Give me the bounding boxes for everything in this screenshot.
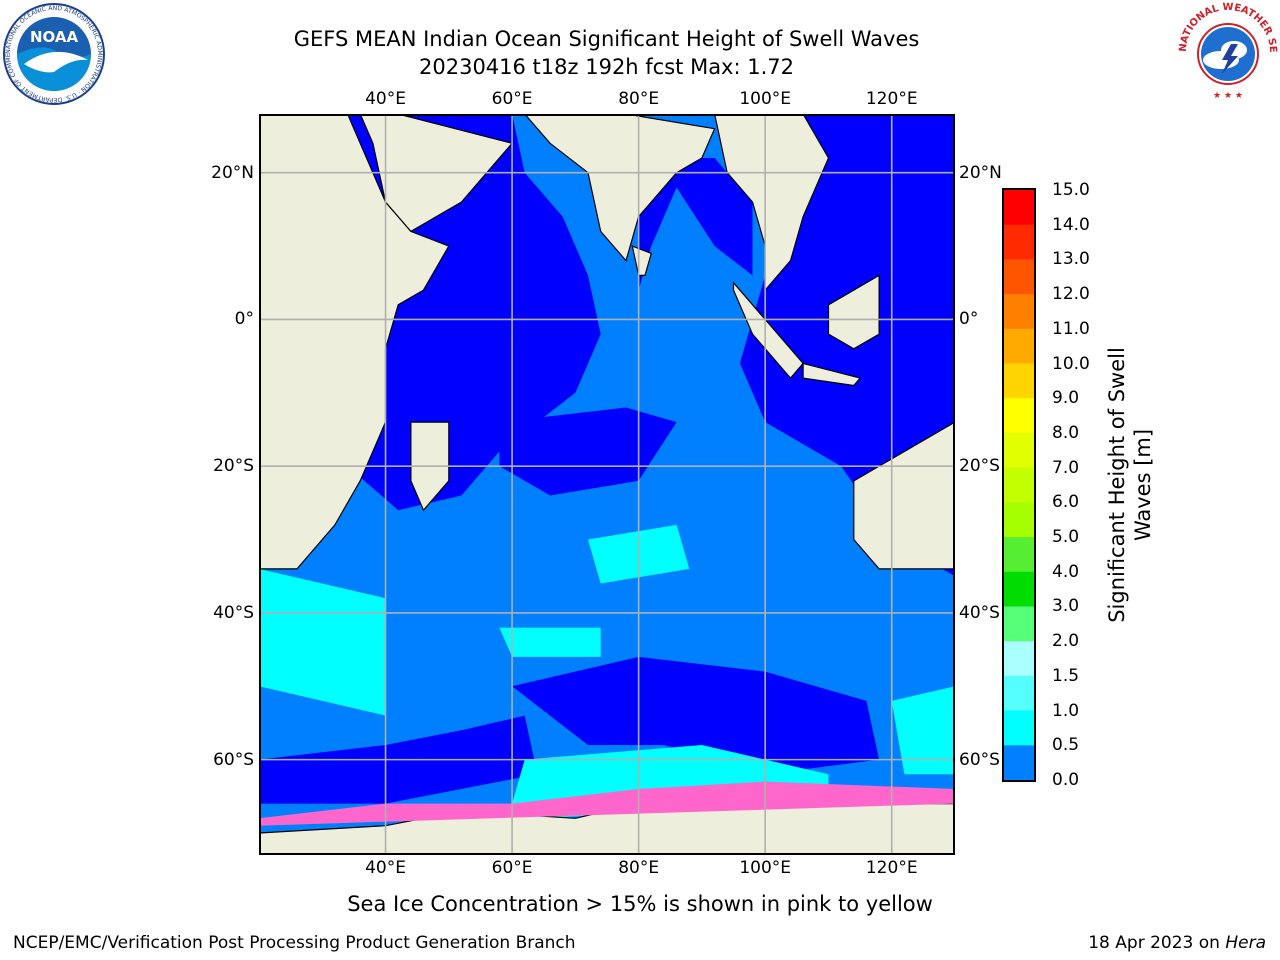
colorbar-tick-label: 5.0 (1052, 527, 1080, 548)
footer-date: 18 Apr 2023 on Hera (1088, 933, 1266, 953)
land-borneo (827, 274, 880, 350)
lon-tick-top: 80°E (618, 89, 660, 109)
footer-machine: Hera (1225, 933, 1266, 953)
map-frame (259, 114, 955, 855)
chart-subtitle: 20230416 t18z 192h fcst Max: 1.72 (419, 55, 794, 79)
noaa-logo-icon: NATIONAL OCEANIC AND ATMOSPHERIC ADMINIS… (2, 2, 105, 105)
colorbar-band (1004, 606, 1034, 642)
lat-tick-right: 20°S (959, 456, 1000, 477)
colorbar-tick-label: 3.0 (1052, 596, 1080, 617)
indian-ocean-map (259, 114, 955, 855)
colorbar-tick-label: 0.5 (1052, 735, 1080, 756)
sea-ice-edge (259, 781, 955, 826)
low-swell-southern (512, 656, 880, 775)
colorbar-band (1004, 641, 1034, 677)
colorbar-tick-label: 13.0 (1052, 249, 1090, 270)
land-sumatra (732, 281, 804, 380)
colorbar-tick-label: 2.0 (1052, 631, 1080, 652)
high-swell-agulhas (259, 568, 386, 716)
lon-tick-bottom: 80°E (618, 858, 660, 878)
colorbar-tick-label: 1.0 (1052, 700, 1080, 721)
high-swell-patch-2 (499, 627, 601, 657)
lat-tick-right: 60°S (959, 749, 1000, 770)
colorbar-tick-label: 6.0 (1052, 492, 1080, 513)
colorbar-tick-label: 7.0 (1052, 457, 1080, 478)
lat-tick-left: 60°S (213, 749, 254, 770)
lat-tick-left: 20°S (213, 456, 254, 477)
colorbar-tick-label: 11.0 (1052, 318, 1090, 339)
colorbar (1002, 188, 1036, 782)
chart-title: GEFS MEAN Indian Ocean Significant Heigh… (293, 27, 920, 51)
colorbar-band (1004, 363, 1034, 399)
lon-tick-bottom: 100°E (739, 858, 792, 878)
colorbar-tick-label: 8.0 (1052, 422, 1080, 443)
colorbar-band (1004, 224, 1034, 260)
land-southeast-asia (713, 114, 830, 292)
footer-credit: NCEP/EMC/Verification Post Processing Pr… (13, 933, 576, 953)
lon-tick-top: 60°E (491, 89, 533, 109)
svg-text:★ ★ ★: ★ ★ ★ (1213, 91, 1243, 101)
colorbar-band (1004, 710, 1034, 746)
colorbar-band (1004, 398, 1034, 434)
colorbar-band (1004, 675, 1034, 712)
land-sri-lanka (631, 245, 653, 276)
colorbar-band (1004, 259, 1034, 295)
colorbar-band (1004, 745, 1034, 781)
colorbar-title-line2: Waves [m] (1131, 428, 1155, 542)
colorbar-tick-label: 1.5 (1052, 665, 1080, 686)
lon-tick-bottom: 40°E (365, 858, 406, 878)
colorbar-title-line1: Significant Height of Swell (1105, 347, 1129, 623)
lat-tick-left: 40°S (213, 602, 254, 623)
colorbar-tick-label: 12.0 (1052, 284, 1090, 305)
low-swell-bay-of-bengal (638, 158, 753, 291)
colorbar-band (1004, 294, 1034, 330)
lat-tick-right: 40°S (959, 602, 1000, 623)
lon-tick-top: 100°E (739, 89, 792, 109)
high-swell-east (891, 686, 955, 775)
colorbar-band (1004, 571, 1034, 607)
colorbar-band (1004, 328, 1034, 365)
noaa-text: NOAA (30, 28, 79, 46)
lat-tick-right: 20°N (959, 162, 1002, 183)
colorbar-tick-label: 9.0 (1052, 388, 1080, 409)
colorbar-tick-label: 4.0 (1052, 561, 1080, 582)
colorbar-band (1004, 467, 1034, 503)
colorbar-band (1004, 432, 1034, 469)
colorbar-frame (1002, 188, 1036, 782)
colorbar-band (1004, 190, 1034, 226)
colorbar-tick-label: 10.0 (1052, 353, 1090, 374)
lon-tick-top: 40°E (365, 89, 406, 109)
lon-tick-bottom: 60°E (491, 858, 533, 878)
lon-tick-bottom: 120°E (865, 858, 918, 878)
footer-date-text: 18 Apr 2023 on (1088, 933, 1226, 953)
sea-ice-caption: Sea Ice Concentration > 15% is shown in … (347, 892, 933, 916)
lat-tick-left: 0° (234, 309, 254, 330)
land-java (802, 362, 862, 387)
colorbar-tick-label: 14.0 (1052, 214, 1090, 235)
lat-tick-left: 20°N (211, 162, 254, 183)
colorbar-title: Significant Height of Swell Waves [m] (1104, 347, 1156, 623)
nws-logo-icon: NATIONAL WEATHER SERVICE ★ ★ ★ (1176, 0, 1278, 102)
colorbar-tick-label: 0.0 (1052, 770, 1080, 790)
low-swell-central (499, 407, 677, 496)
colorbar-tick-label: 15.0 (1052, 180, 1090, 200)
colorbar-band (1004, 502, 1034, 538)
colorbar-band (1004, 537, 1034, 573)
lat-tick-right: 0° (959, 309, 979, 330)
lon-tick-top: 120°E (865, 89, 918, 109)
land-australia (853, 421, 955, 570)
